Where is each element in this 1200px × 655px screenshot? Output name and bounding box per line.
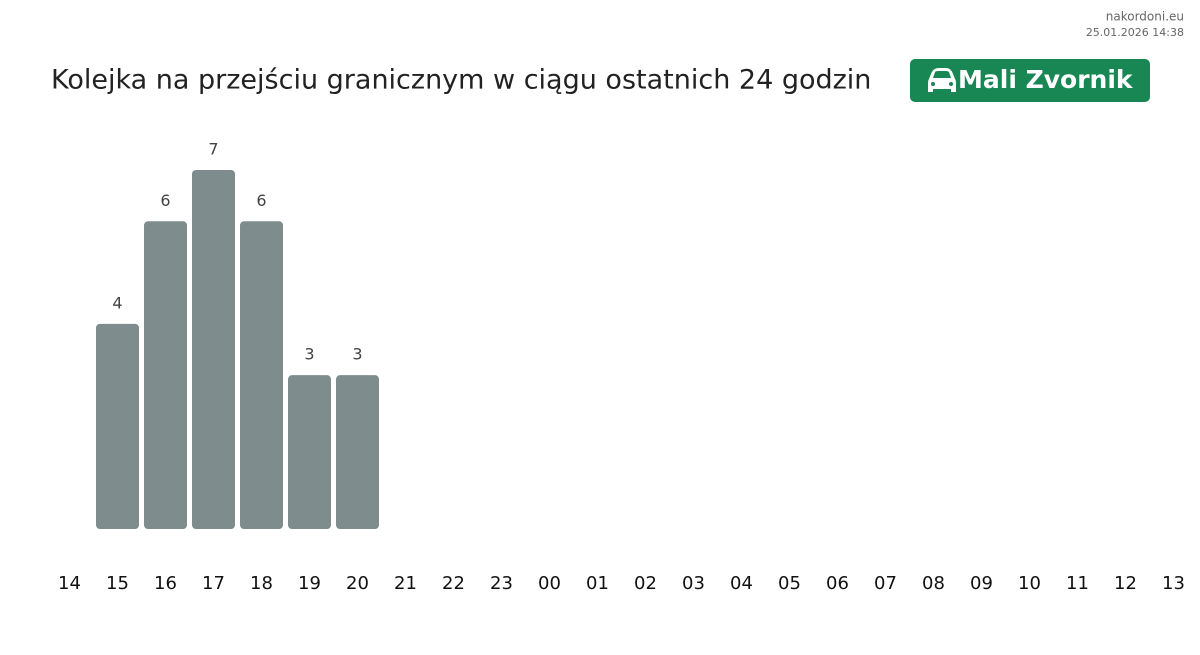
x-tick-label: 12 [1114,573,1137,594]
x-tick-label: 03 [682,573,705,594]
data-label: 3 [304,345,314,364]
data-label: 7 [208,140,218,159]
x-tick-label: 07 [874,573,897,594]
x-tick-label: 16 [154,573,177,594]
x-tick-label: 04 [730,573,753,594]
badge-label: Mali Zvornik [958,65,1134,94]
x-tick-label: 01 [586,573,609,594]
x-tick-label: 02 [634,573,657,594]
x-tick-label: 14 [58,573,81,594]
bar [144,221,187,530]
x-tick-label: 18 [250,573,273,594]
data-label: 6 [256,191,266,210]
bar [336,375,379,529]
x-tick-label: 21 [394,573,417,594]
x-tick-label: 13 [1162,573,1185,594]
location-badge: Mali Zvornik [910,59,1150,102]
x-tick-label: 15 [106,573,129,594]
x-tick-label: 11 [1066,573,1089,594]
x-tick-label: 05 [778,573,801,594]
site-name: nakordoni.eu [1106,10,1184,24]
x-tick-label: 20 [346,573,369,594]
bar [240,221,283,530]
x-tick-label: 19 [298,573,321,594]
data-label: 4 [112,293,122,312]
data-label: 6 [160,191,170,210]
car-icon [928,68,956,92]
bar [288,375,331,529]
x-tick-label: 09 [970,573,993,594]
x-tick-label: 06 [826,573,849,594]
x-tick-label: 17 [202,573,225,594]
bar [96,323,139,529]
chart-title: Kolejka na przejściu granicznym w ciągu … [51,65,871,96]
x-tick-label: 23 [490,573,513,594]
x-tick-label: 22 [442,573,465,594]
bar [192,170,235,529]
x-tick-label: 10 [1018,573,1041,594]
x-tick-label: 08 [922,573,945,594]
timestamp: 25.01.2026 14:38 [1086,26,1184,39]
data-label: 3 [352,345,362,364]
badge-background [910,59,1150,102]
x-tick-label: 00 [538,573,561,594]
